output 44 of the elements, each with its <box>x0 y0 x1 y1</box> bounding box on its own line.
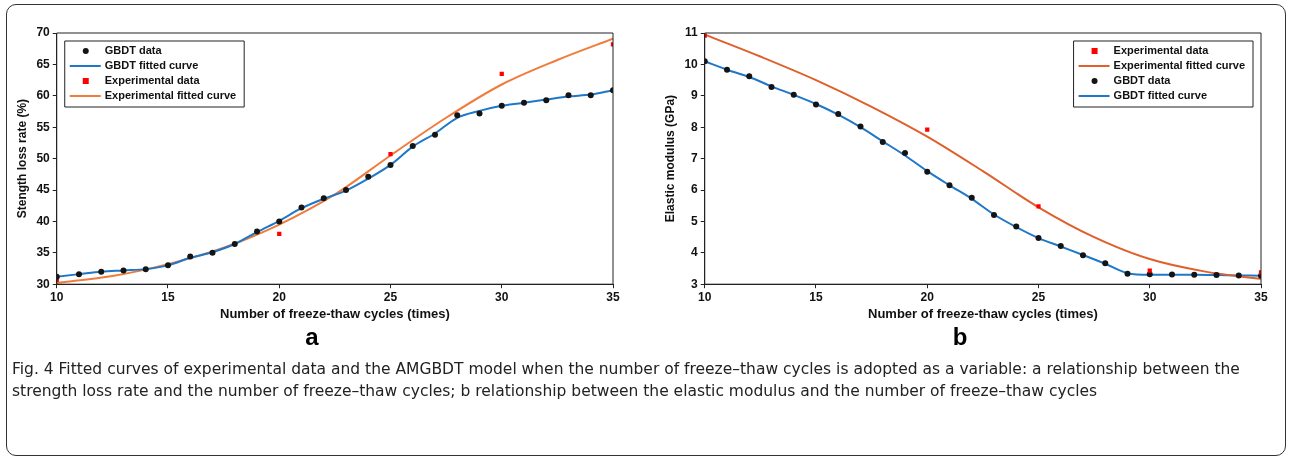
caption: Fig. 4 Fitted curves of experimental data and the AMGBDT model when the number of freeze–thaw cycles is adopted as a variable: a relationship between the strength loss rate and the number of freeze–thaw cycles; b relationship between the elastic modulus and the number of freeze–thaw cycles <box>12 359 1241 402</box>
text: b <box>952 323 968 351</box>
y-axis-title: Elastic modulus (GPa) <box>662 94 677 223</box>
x-tick-label: 35 <box>606 289 620 304</box>
y-tick-label: 8 <box>691 119 699 134</box>
x-tick-label: 10 <box>50 289 64 304</box>
y-tick-label: 5 <box>691 213 699 228</box>
y-tick-label: 11 <box>685 25 699 40</box>
x-tick-label: 25 <box>383 289 398 304</box>
y-tick-label: 55 <box>36 119 51 134</box>
y-tick-label: 40 <box>36 213 51 228</box>
y-tick-label: 10 <box>684 56 699 71</box>
x-axis-title: Number of freeze-thaw cycles (times) <box>868 305 1098 321</box>
y-tick-label: 70 <box>36 25 51 40</box>
legend-label: Experimental data <box>1113 44 1210 57</box>
y-tick-label: 6 <box>691 182 699 197</box>
y-tick-label: 60 <box>36 88 51 103</box>
y-tick-label: 45 <box>36 182 51 197</box>
legend-label: GBDT fitted curve <box>104 59 199 72</box>
x-tick-label: 30 <box>1143 289 1157 304</box>
y-tick-label: 50 <box>36 150 51 165</box>
y-tick-label: 9 <box>691 88 699 103</box>
legend-label: Experimental fitted curve <box>104 89 237 102</box>
legend-label: GBDT data <box>104 44 163 57</box>
y-axis-title: Stength loss rate (%) <box>14 98 29 219</box>
x-tick-label: 15 <box>161 289 175 304</box>
x-tick-label: 30 <box>495 289 509 304</box>
x-tick-label: 25 <box>1031 289 1046 304</box>
x-tick-label: 20 <box>920 289 935 304</box>
y-tick-label: 65 <box>36 56 51 71</box>
y-tick-label: 7 <box>691 150 699 165</box>
legend-label: GBDT fitted curve <box>1113 89 1208 102</box>
y-tick-label: 30 <box>36 276 51 291</box>
legend-label: Experimental fitted curve <box>1113 59 1246 72</box>
legend-label: Experimental data <box>104 74 201 87</box>
x-tick-label: 15 <box>809 289 823 304</box>
legend-label: GBDT data <box>1113 74 1172 87</box>
x-axis-title: Number of freeze-thaw cycles (times) <box>220 305 450 321</box>
y-tick-label: 35 <box>36 245 51 260</box>
y-tick-label: 3 <box>691 276 699 291</box>
x-tick-label: 20 <box>272 289 287 304</box>
y-tick-label: 4 <box>691 245 699 260</box>
text: a <box>305 323 320 351</box>
x-tick-label: 35 <box>1254 289 1268 304</box>
